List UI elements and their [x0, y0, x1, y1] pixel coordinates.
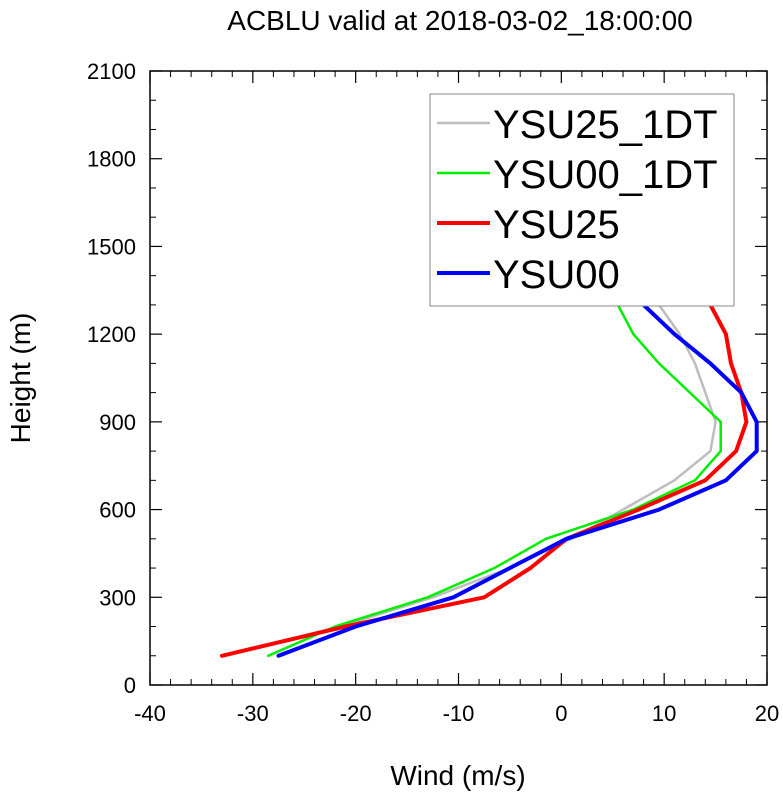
y-tick-label: 300: [99, 585, 136, 610]
x-tick-label: 0: [555, 701, 567, 726]
legend-items: YSU25_1DT YSU00_1DT YSU25 YSU00: [437, 103, 718, 297]
x-tick-label: -20: [340, 701, 372, 726]
x-tick-labels: -40 -30 -20 -10 0 10 20: [134, 701, 779, 726]
legend-label-ysu25: YSU25: [493, 203, 620, 247]
y-tick-labels: 0 300 600 900 1200 1500 1800 2100: [87, 59, 136, 698]
y-tick-label: 1500: [87, 234, 136, 259]
y-tick-label: 0: [124, 673, 136, 698]
legend-label-ysu25-1dt: YSU25_1DT: [493, 103, 718, 147]
x-tick-label: 10: [652, 701, 676, 726]
x-tick-label: -40: [134, 701, 166, 726]
legend-box: [429, 93, 735, 307]
x-tick-label: 20: [755, 701, 779, 726]
x-tick-label: -30: [237, 701, 269, 726]
y-tick-label: 1800: [87, 147, 136, 172]
x-axis-label: Wind (m/s): [390, 760, 525, 791]
y-tick-label: 900: [99, 410, 136, 435]
chart-title: ACBLU valid at 2018-03-02_18:00:00: [227, 5, 692, 36]
y-tick-label: 1200: [87, 322, 136, 347]
y-tick-label: 600: [99, 498, 136, 523]
x-tick-label: -10: [443, 701, 475, 726]
y-axis-label: Height (m): [5, 313, 36, 444]
axis-ticks: [149, 70, 768, 686]
legend-label-ysu00-1dt: YSU00_1DT: [493, 153, 718, 197]
legend-label-ysu00: YSU00: [493, 253, 620, 297]
y-tick-label: 2100: [87, 59, 136, 84]
legend: YSU25_1DT YSU00_1DT YSU25 YSU00: [429, 93, 735, 307]
